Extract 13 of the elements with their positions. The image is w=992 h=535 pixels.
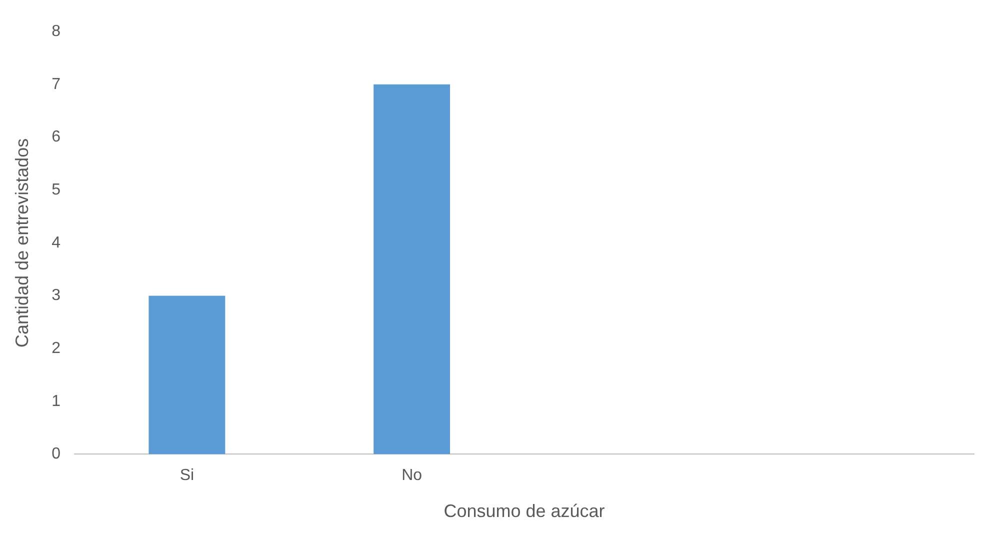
y-tick-label: 3 bbox=[52, 287, 61, 304]
y-tick-label: 4 bbox=[52, 234, 61, 252]
y-tick-label: 1 bbox=[52, 392, 61, 410]
y-tick-label: 6 bbox=[52, 128, 61, 146]
y-tick-label: 7 bbox=[52, 76, 61, 93]
x-axis-title: Consumo de azúcar bbox=[444, 501, 605, 522]
y-tick-label: 5 bbox=[52, 181, 61, 198]
y-tick-label: 8 bbox=[52, 23, 61, 40]
y-tick-label: 2 bbox=[52, 340, 61, 357]
x-tick-label: No bbox=[402, 467, 422, 484]
y-axis-title: Cantidad de entrevistados bbox=[12, 138, 32, 348]
x-tick-label: Si bbox=[180, 467, 194, 484]
y-tick-label: 0 bbox=[52, 446, 61, 463]
